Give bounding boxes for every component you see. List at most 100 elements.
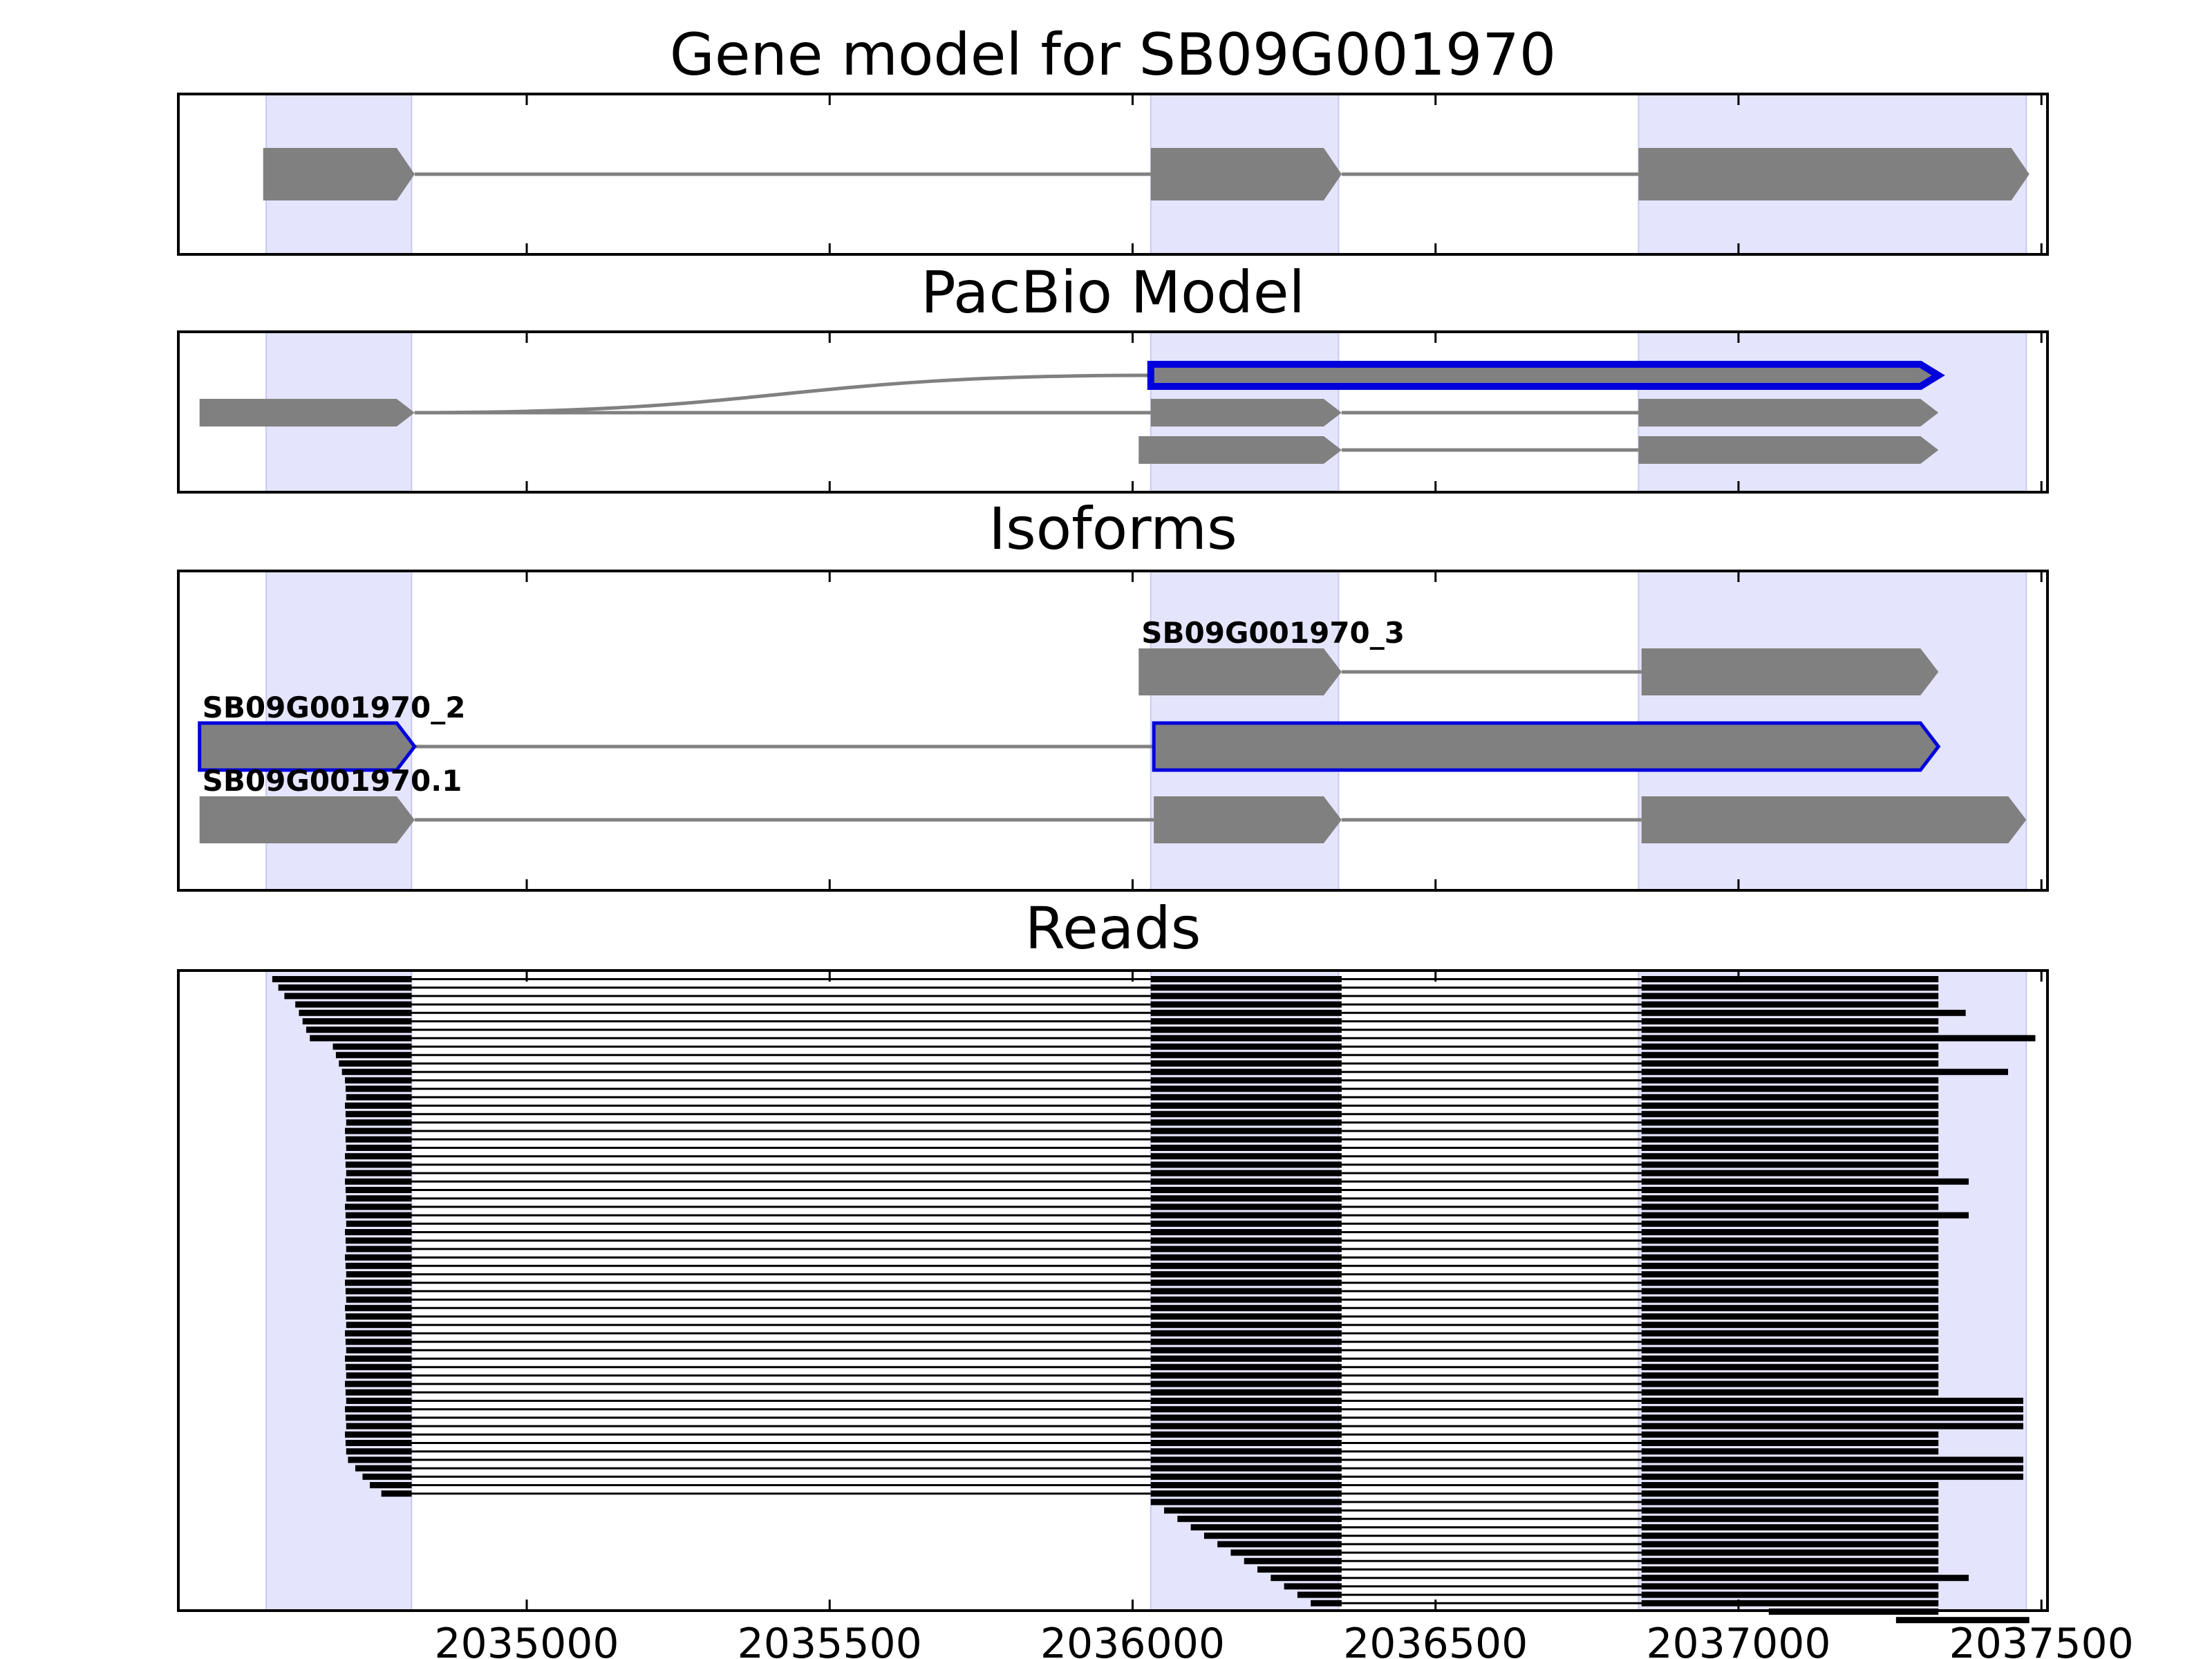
read-segment <box>1150 1203 1342 1210</box>
read-segment <box>284 993 412 1000</box>
exon-block <box>1150 399 1342 427</box>
read-segment <box>348 1456 412 1463</box>
exon-block <box>1138 648 1342 695</box>
read-segment <box>1641 1304 1939 1311</box>
read-segment <box>1641 1145 1939 1151</box>
isoform-label: SB09G001970_3 <box>1141 616 1405 650</box>
read-segment <box>346 1448 412 1455</box>
read-segment <box>346 1170 412 1177</box>
panel-title: Isoforms <box>988 495 1237 563</box>
read-segment <box>1150 984 1342 991</box>
read-segment <box>1150 993 1342 1000</box>
read-segment <box>345 1338 412 1345</box>
exon-block <box>199 796 415 843</box>
read-segment <box>345 1280 412 1286</box>
read-segment <box>1641 1212 1969 1219</box>
read-segment <box>345 1414 412 1421</box>
x-tick-label: 2037500 <box>1949 1620 2134 1659</box>
read-segment <box>1641 1389 1939 1396</box>
read-segment <box>1641 993 1939 1000</box>
read-segment <box>1177 1515 1342 1522</box>
read-segment <box>345 1406 412 1413</box>
exon-block <box>199 399 415 427</box>
read-segment <box>345 1356 412 1362</box>
read-segment <box>1641 1103 1939 1109</box>
read-segment <box>1150 1431 1342 1438</box>
read-segment <box>1641 1127 1939 1134</box>
read-segment <box>381 1490 412 1497</box>
read-segment <box>1150 1414 1342 1421</box>
read-segment <box>345 1380 412 1387</box>
read-segment <box>1641 1356 1939 1362</box>
read-segment <box>346 1220 412 1227</box>
read-segment <box>345 1313 412 1320</box>
read-segment <box>1641 1600 1939 1606</box>
read-segment <box>1150 1060 1342 1067</box>
read-segment <box>1150 1035 1342 1042</box>
read-segment <box>1641 1170 1939 1177</box>
read-segment <box>1150 1288 1342 1295</box>
read-segment <box>1150 1271 1342 1277</box>
read-segment <box>1150 1094 1342 1100</box>
read-segment <box>306 1027 412 1033</box>
read-segment <box>1641 1280 1939 1286</box>
read-segment <box>1641 1313 1939 1320</box>
read-segment <box>1641 1001 1939 1008</box>
highlighted-exon <box>1147 361 1945 390</box>
read-segment <box>1150 1313 1342 1320</box>
read-segment <box>1284 1583 1342 1590</box>
read-segment <box>272 976 412 982</box>
read-segment <box>1150 1296 1342 1303</box>
read-segment <box>1150 1254 1342 1261</box>
read-segment <box>1641 1431 1939 1438</box>
read-segment <box>1150 1380 1342 1387</box>
read-segment <box>345 1153 412 1160</box>
read-segment <box>346 1322 412 1329</box>
read-segment <box>1150 1465 1342 1472</box>
highlighted-exon <box>198 721 417 772</box>
isoform-label: SB09G001970_2 <box>203 691 466 724</box>
read-segment <box>1641 1060 1939 1067</box>
read-segment <box>1311 1600 1342 1606</box>
read-segment <box>299 1009 412 1016</box>
read-segment <box>345 1127 412 1134</box>
read-segment <box>1150 1456 1342 1463</box>
read-segment <box>1150 1161 1342 1168</box>
panel-title: Gene model for SB09G001970 <box>670 21 1556 88</box>
read-segment <box>1150 1372 1342 1379</box>
read-segment <box>1190 1524 1342 1530</box>
read-segment <box>1641 1027 1939 1033</box>
read-segment <box>1150 1246 1342 1253</box>
read-segment <box>345 1330 412 1337</box>
panel-frame <box>177 969 2049 1612</box>
read-segment <box>1641 1237 1939 1244</box>
read-segment <box>1641 1322 1939 1329</box>
read-segment <box>1641 1490 1939 1497</box>
read-segment <box>1641 1591 1939 1598</box>
read-segment <box>1641 1440 1939 1446</box>
read-segment <box>1641 1338 1939 1345</box>
read-segment <box>1641 1465 2023 1472</box>
read-segment <box>345 1136 412 1143</box>
read-segment <box>1150 1187 1342 1193</box>
splice-connection-curve <box>414 373 1151 415</box>
read-segment <box>1257 1566 1342 1573</box>
gene-model-track <box>263 148 2030 200</box>
read-segment <box>1150 1322 1342 1329</box>
read-segment <box>346 1347 412 1353</box>
read-segment <box>346 1119 412 1126</box>
read-segment <box>1641 1583 1939 1590</box>
read-segment <box>1150 1103 1342 1109</box>
read-segment <box>1150 1499 1342 1506</box>
read-segment <box>1641 1448 1939 1455</box>
reads-track <box>272 976 2036 1624</box>
read-segment <box>1641 1195 1939 1202</box>
read-segment <box>1641 1414 2023 1421</box>
read-segment <box>1641 1507 1939 1514</box>
read-segment <box>332 1043 412 1050</box>
panel-frame <box>177 93 2049 256</box>
read-segment <box>1641 1372 1939 1379</box>
exon-block <box>1150 148 1342 200</box>
read-segment <box>345 1187 412 1193</box>
read-segment <box>345 1364 412 1371</box>
